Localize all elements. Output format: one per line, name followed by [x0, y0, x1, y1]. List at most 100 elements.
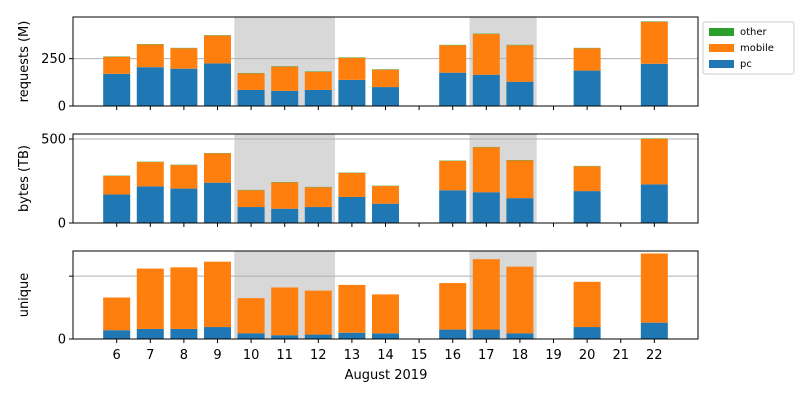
- x-tick-label: 12: [310, 348, 327, 363]
- bar-pc: [304, 207, 332, 223]
- bar-mobile: [103, 297, 131, 331]
- bar-mobile: [439, 283, 467, 330]
- bar-pc: [203, 327, 231, 339]
- y-axis-title: unique: [17, 273, 32, 318]
- bar-pc: [203, 63, 231, 106]
- y-tick-label: 500: [41, 133, 66, 148]
- x-tick-label: 15: [411, 348, 428, 363]
- bar-mobile: [640, 138, 668, 185]
- bar-pc: [472, 192, 500, 223]
- bar-pc: [640, 322, 668, 339]
- y-tick-label: 0: [58, 333, 66, 348]
- x-tick-label: 20: [579, 348, 596, 363]
- bar-mobile: [506, 160, 534, 199]
- x-tick-label: 6: [113, 348, 121, 363]
- bar-pc: [439, 329, 467, 339]
- bar-mobile: [237, 190, 265, 208]
- bar-mobile: [573, 48, 601, 71]
- bar-mobile: [271, 287, 299, 336]
- panel-2: 0 500 bytes (TB): [17, 133, 699, 232]
- bar-mobile: [203, 153, 231, 183]
- bar-pc: [271, 208, 299, 223]
- bar-mobile: [439, 45, 467, 73]
- bar-pc: [640, 184, 668, 223]
- bar-mobile: [439, 160, 467, 191]
- bar-mobile: [640, 21, 668, 64]
- x-tick-label: 10: [243, 348, 260, 363]
- bar-pc: [506, 333, 534, 339]
- bar-mobile: [506, 45, 534, 82]
- legend-entry-pc: pc: [709, 59, 752, 70]
- bar-mobile: [338, 284, 366, 333]
- bar-mobile: [170, 267, 198, 329]
- y-axis-title: requests (M): [17, 21, 32, 103]
- legend-label-other: other: [740, 27, 768, 38]
- legend-label-mobile: mobile: [740, 43, 774, 54]
- bar-pc: [271, 335, 299, 339]
- bar-mobile: [372, 186, 399, 204]
- bar-pc: [237, 207, 265, 223]
- bar-mobile: [640, 253, 668, 323]
- bar-pc: [506, 198, 534, 223]
- bar-mobile: [170, 165, 198, 189]
- x-tick-label: 7: [146, 348, 154, 363]
- bar-pc: [304, 89, 332, 106]
- bar-mobile: [372, 69, 399, 88]
- x-tick-label: 14: [377, 348, 394, 363]
- x-tick-label: 19: [545, 348, 562, 363]
- bar-pc: [439, 190, 467, 223]
- bar-pc: [372, 203, 399, 223]
- bar-mobile: [203, 35, 231, 64]
- bar-mobile: [170, 48, 198, 69]
- legend-swatch-pc: [709, 60, 734, 68]
- legend: other mobile pc: [702, 21, 795, 75]
- bar-pc: [640, 63, 668, 106]
- bar-pc: [573, 327, 601, 339]
- bar-pc: [506, 81, 534, 106]
- bar-pc: [338, 332, 366, 339]
- bar-mobile: [573, 166, 601, 192]
- panel-1: 0 250 requests (M): [17, 16, 699, 115]
- bar-pc: [472, 74, 500, 106]
- legend-entry-mobile: mobile: [709, 43, 774, 54]
- bar-pc: [573, 70, 601, 106]
- bar-mobile: [103, 56, 131, 74]
- bar-pc: [372, 87, 399, 106]
- bar-pc: [103, 330, 131, 339]
- x-tick-label: 13: [344, 348, 361, 363]
- bar-pc: [203, 182, 231, 223]
- y-tick-label: 0: [58, 217, 66, 232]
- bar-mobile: [573, 281, 601, 328]
- bar-pc: [136, 67, 164, 106]
- legend-swatch-mobile: [709, 44, 734, 52]
- bar-mobile: [506, 266, 534, 334]
- bar-pc: [338, 79, 366, 106]
- bar-mobile: [472, 259, 500, 330]
- legend-entry-other: other: [709, 27, 768, 38]
- bar-pc: [237, 89, 265, 106]
- bar-mobile: [304, 290, 332, 335]
- x-tick-label: 16: [444, 348, 461, 363]
- bar-pc: [338, 196, 366, 223]
- bar-pc: [573, 191, 601, 223]
- bar-mobile: [472, 34, 500, 75]
- bar-pc: [271, 90, 299, 106]
- legend-label-pc: pc: [740, 59, 752, 70]
- bar-pc: [439, 72, 467, 106]
- bar-pc: [237, 333, 265, 339]
- panel-3: 0 unique: [17, 250, 699, 348]
- y-tick-label: 0: [58, 100, 66, 115]
- bar-mobile: [136, 162, 164, 187]
- x-tick-label: 22: [646, 348, 663, 363]
- bar-mobile: [338, 172, 366, 197]
- bar-pc: [103, 73, 131, 106]
- x-tick-label: 21: [612, 348, 629, 363]
- bar-mobile: [271, 66, 299, 91]
- bar-mobile: [103, 175, 131, 195]
- x-tick-label: 18: [512, 348, 529, 363]
- x-tick-label: 8: [180, 348, 188, 363]
- y-tick-label: 250: [41, 52, 66, 67]
- bar-pc: [170, 188, 198, 223]
- bar-pc: [136, 328, 164, 339]
- bar-mobile: [237, 298, 265, 334]
